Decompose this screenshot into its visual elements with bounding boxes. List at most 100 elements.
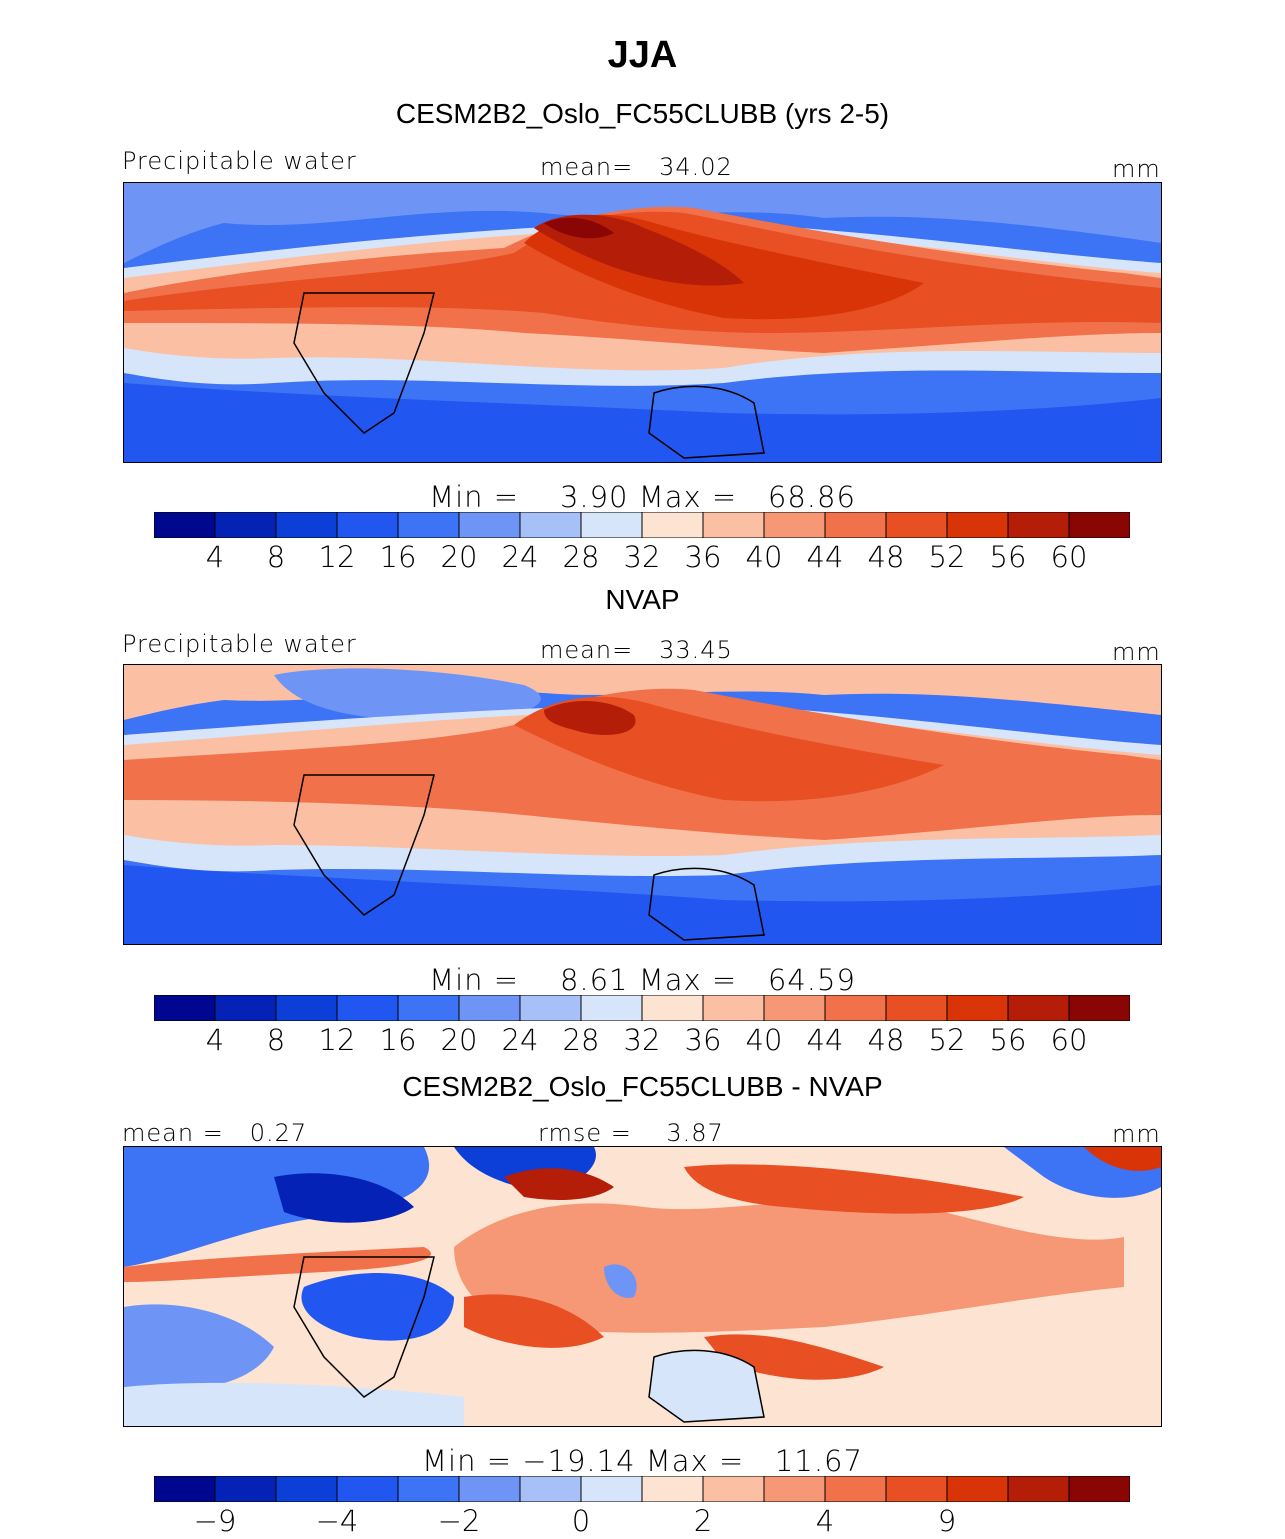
panel-1-colorbar-box-11 (824, 512, 887, 538)
panel-2-minmax: Min = 8.61 Max = 64.59 (0, 963, 1285, 997)
panel-1-tick-label: 60 (1050, 540, 1088, 574)
panel-2-tick-label: 8 (266, 1023, 286, 1057)
panel-3-colorbar-box-1 (214, 1476, 277, 1502)
panel-3-colorbar-box-2 (275, 1476, 338, 1502)
panel-2-mean-value: 33.45 (659, 636, 733, 664)
panel-2-tick-label: 24 (501, 1023, 539, 1057)
panel-1-colorbar-box-9 (702, 512, 765, 538)
panel-3-colorbar-box-15 (1068, 1476, 1130, 1502)
panel-3-tick-label: −2 (437, 1504, 481, 1538)
panel-1-colorbar-box-8 (641, 512, 704, 538)
panel-1-tick-label: 20 (440, 540, 478, 574)
panel-3-colorbar-box-9 (702, 1476, 765, 1502)
panel-3-minmax: Min = −19.14 Max = 11.67 (0, 1444, 1285, 1478)
panel-3-colorbar-box-14 (1007, 1476, 1070, 1502)
panel-3-tick-label: 2 (693, 1504, 713, 1538)
panel-1-colorbar-box-3 (336, 512, 399, 538)
panel-2-colorbar-box-3 (336, 995, 399, 1021)
panel-2-colorbar-box-11 (824, 995, 887, 1021)
panel-2-min-value: 8.61 (559, 963, 629, 997)
panel-1-colorbar-box-13 (946, 512, 1009, 538)
panel-2-tick-label: 32 (623, 1023, 661, 1057)
panel-3-units: mm (1112, 1120, 1161, 1148)
panel-2-colorbar-box-0 (154, 995, 216, 1021)
panel-2-tick-label: 60 (1050, 1023, 1088, 1057)
panel-2-colorbar-box-2 (275, 995, 338, 1021)
panel-1-min-value: 3.90 (559, 480, 629, 514)
panel-2-tick-label: 4 (205, 1023, 225, 1057)
figure-title: JJA (607, 34, 678, 76)
panel-1-map (123, 182, 1162, 463)
panel-1-units: mm (1112, 155, 1161, 183)
panel-1-mean: mean= 34.02 (540, 153, 733, 181)
panel-1-tick-label: 16 (379, 540, 417, 574)
panel-3-tick-label: 4 (815, 1504, 835, 1538)
panel-2-colorbar-box-1 (214, 995, 277, 1021)
panel-1-tick-label: 32 (623, 540, 661, 574)
panel-1-max-label: Max = (638, 480, 738, 514)
panel-3-tick-label: −9 (193, 1504, 237, 1538)
panel-1-minmax: Min = 3.90 Max = 68.86 (0, 480, 1285, 514)
panel-3-colorbar (154, 1476, 1130, 1502)
panel-2-colorbar-box-5 (458, 995, 521, 1021)
panel-2-title: NVAP (605, 584, 680, 615)
panel-3-tick-label: 0 (571, 1504, 591, 1538)
panel-2-colorbar-box-14 (1007, 995, 1070, 1021)
panel-2-tick-label: 20 (440, 1023, 478, 1057)
panel-3-colorbar-box-5 (458, 1476, 521, 1502)
panel-1-colorbar (154, 512, 1130, 538)
panel-3-colorbar-box-0 (154, 1476, 216, 1502)
panel-3-colorbar-box-3 (336, 1476, 399, 1502)
panel-2-colorbar-box-12 (885, 995, 948, 1021)
panel-1-mean-label: mean= (540, 153, 634, 181)
panel-1-colorbar-box-7 (580, 512, 643, 538)
panel-2-colorbar-box-13 (946, 995, 1009, 1021)
panel-3-colorbar-box-4 (397, 1476, 460, 1502)
panel-2-tick-label: 44 (806, 1023, 844, 1057)
panel-3-rmse-value: 3.87 (666, 1119, 724, 1147)
panel-3-min-label: Min = (422, 1444, 513, 1478)
panel-3-max-label: Max = (645, 1444, 745, 1478)
panel-3-mean-label: mean = (122, 1119, 224, 1147)
panel-1-tick-label: 52 (928, 540, 966, 574)
panel-3-title: CESM2B2_Oslo_FC55CLUBB - NVAP (402, 1071, 883, 1102)
panel-1-tick-label: 48 (867, 540, 905, 574)
panel-3-colorbar-ticks: −9 −4 −2 0 2 4 9 (154, 1504, 1130, 1538)
panel-2-max-value: 64.59 (767, 963, 856, 997)
panel-3-rmse: rmse = 3.87 (538, 1119, 724, 1147)
panel-3-map (123, 1146, 1162, 1427)
panel-2-tick-label: 12 (318, 1023, 356, 1057)
panel-1-tick-label: 24 (501, 540, 539, 574)
panel-3-mean: mean = 0.27 (122, 1119, 307, 1147)
panel-1-colorbar-ticks: 4 8 12 16 20 24 28 32 36 40 44 48 52 56 60 (154, 540, 1130, 574)
panel-3-tick-label: −4 (315, 1504, 359, 1538)
panel-3-min-value: −19.14 (522, 1444, 636, 1478)
panel-1-min-label: Min = (429, 480, 520, 514)
panel-2-tick-label: 28 (562, 1023, 600, 1057)
panel-1-colorbar-box-0 (154, 512, 216, 538)
panel-2-colorbar-box-6 (519, 995, 582, 1021)
panel-2-tick-label: 16 (379, 1023, 417, 1057)
panel-2-tick-label: 52 (928, 1023, 966, 1057)
panel-2-colorbar-box-15 (1068, 995, 1130, 1021)
panel-3-colorbar-box-7 (580, 1476, 643, 1502)
panel-2-tick-label: 40 (745, 1023, 783, 1057)
panel-2-colorbar-box-7 (580, 995, 643, 1021)
panel-2-colorbar-box-10 (763, 995, 826, 1021)
panel-3-tick-label: 9 (937, 1504, 957, 1538)
panel-3-colorbar-box-11 (824, 1476, 887, 1502)
panel-2-mean-label: mean= (540, 636, 634, 664)
panel-1-tick-label: 12 (318, 540, 356, 574)
panel-1-tick-label: 4 (205, 540, 225, 574)
panel-1-tick-label: 36 (684, 540, 722, 574)
panel-1-colorbar-box-12 (885, 512, 948, 538)
panel-1-colorbar-box-10 (763, 512, 826, 538)
panel-1-tick-label: 44 (806, 540, 844, 574)
panel-2-colorbar-ticks: 4 8 12 16 20 24 28 32 36 40 44 48 52 56 60 (154, 1023, 1130, 1057)
panel-1-colorbar-box-15 (1068, 512, 1130, 538)
panel-3-max-value: 11.67 (774, 1444, 863, 1478)
panel-2-map (123, 664, 1162, 945)
panel-1-colorbar-box-1 (214, 512, 277, 538)
panel-1-colorbar-box-4 (397, 512, 460, 538)
panel-3-colorbar-box-8 (641, 1476, 704, 1502)
